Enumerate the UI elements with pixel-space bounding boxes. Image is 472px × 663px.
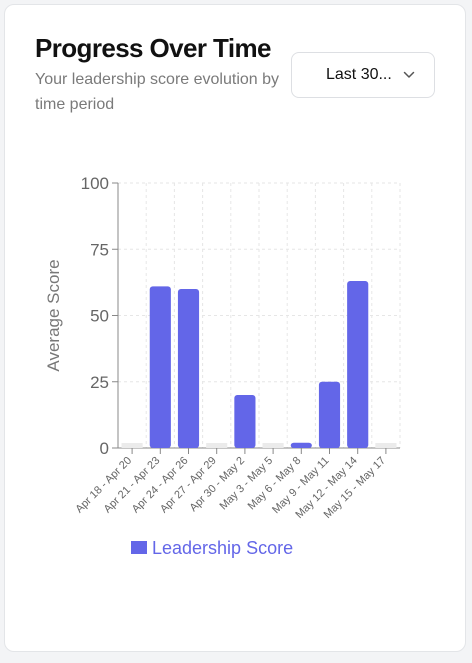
y-tick-label: 25 [90, 373, 109, 392]
chevron-down-icon [403, 71, 415, 78]
y-tick-label: 100 [81, 174, 109, 193]
y-tick-label: 50 [90, 307, 109, 326]
y-tick-label: 0 [100, 439, 109, 458]
legend-label: Leadership Score [152, 538, 293, 558]
bar [177, 289, 200, 448]
progress-card: Progress Over Time Your leadership score… [4, 4, 466, 652]
bar-empty [375, 443, 397, 448]
y-axis-label: Average Score [44, 259, 63, 371]
card-title: Progress Over Time [35, 33, 271, 63]
period-select-value: Last 30... [326, 66, 392, 83]
bar-empty [121, 443, 143, 448]
card-subtitle: Your leadership score evolution by time … [35, 71, 280, 113]
legend-swatch [131, 541, 147, 554]
bar-empty [262, 443, 284, 448]
bar [149, 286, 171, 448]
bar [290, 442, 312, 448]
bar-empty [206, 443, 228, 448]
y-tick-label: 75 [90, 240, 109, 259]
period-select[interactable]: Last 30... [291, 52, 435, 98]
bar [234, 395, 256, 448]
bar [347, 281, 369, 448]
bar [318, 381, 341, 448]
